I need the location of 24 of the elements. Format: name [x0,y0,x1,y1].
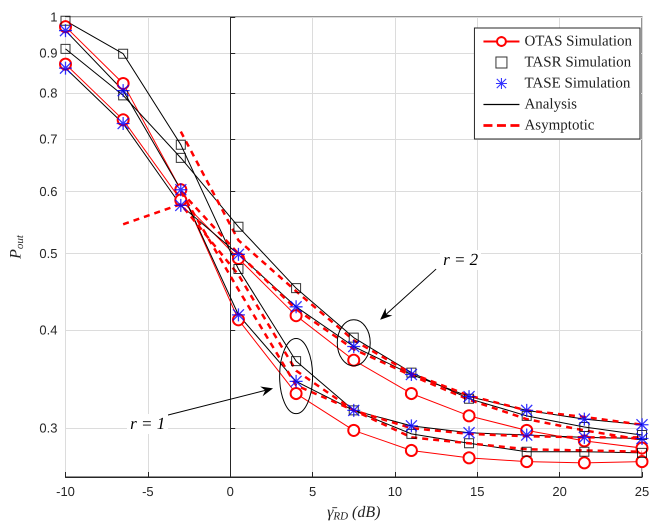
y-tick-label: 0.8 [39,86,58,101]
legend-label: Analysis [524,96,578,112]
y-tick-label: 0.4 [39,322,58,338]
x-tick-label: 5 [308,484,316,499]
annotation: r = 1 [127,414,168,434]
y-axis-title: Pout [8,234,26,260]
legend-label: OTAS Simulation [524,34,632,50]
y-tick-label: 1 [50,10,58,24]
x-tick-label: 25 [634,484,650,499]
x-tick-label: -10 [56,484,75,499]
x-tick-label: -5 [142,484,154,499]
y-tick-label: 0.5 [39,246,58,262]
annotation: r = 2 [440,250,482,270]
x-tick-label: 0 [226,484,234,499]
y-tick-label: 0.7 [39,131,58,146]
x-tick-label: 20 [552,484,567,499]
legend-label: Asymptotic [524,118,595,134]
legend-label: TASE Simulation [524,76,631,92]
y-tick-label: 0.9 [39,45,58,60]
x-tick-label: 15 [470,484,485,499]
y-tick-label: 0.6 [39,184,58,199]
x-tick-label: 10 [388,484,402,499]
legend-label: TASR Simulation [524,54,632,70]
y-tick-label: 0.3 [39,420,58,436]
